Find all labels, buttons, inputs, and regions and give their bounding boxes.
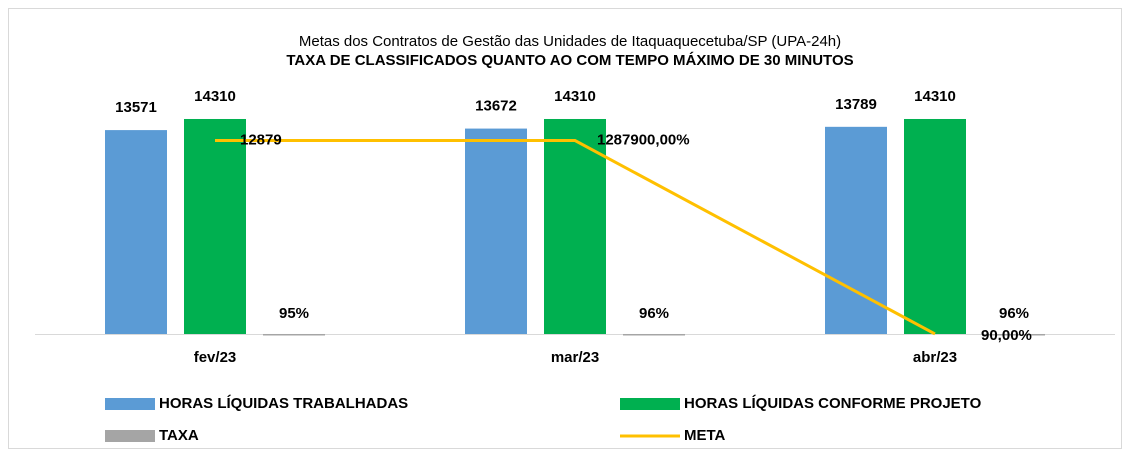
data-label: 1287900,00% — [597, 131, 690, 148]
bar — [184, 118, 246, 334]
legend-swatch — [105, 398, 155, 410]
data-label: 14310 — [914, 88, 956, 105]
legend-label: META — [684, 427, 726, 444]
data-label: 14310 — [554, 88, 596, 105]
data-label: 13789 — [835, 96, 877, 113]
legend-swatch — [105, 430, 155, 442]
bar — [465, 128, 527, 334]
legend-swatch — [620, 398, 680, 410]
x-tick-label: abr/23 — [913, 349, 957, 366]
data-label: 95% — [279, 305, 309, 322]
data-label: 13571 — [115, 99, 157, 116]
chart-subtitle: TAXA DE CLASSIFICADOS QUANTO AO COM TEMP… — [286, 52, 853, 69]
bar — [544, 118, 606, 334]
bar — [263, 333, 325, 336]
bar — [825, 126, 887, 334]
legend-label: TAXA — [159, 427, 199, 444]
data-label: 12879 — [240, 131, 282, 148]
data-label: 96% — [999, 305, 1029, 322]
bar — [983, 333, 1045, 336]
legend-label: HORAS LÍQUIDAS CONFORME PROJETO — [684, 395, 982, 412]
bar — [105, 130, 167, 334]
data-label: 14310 — [194, 88, 236, 105]
legend-label: HORAS LÍQUIDAS TRABALHADAS — [159, 395, 408, 412]
bar — [904, 118, 966, 334]
x-tick-label: mar/23 — [551, 349, 599, 366]
data-label: 13672 — [475, 98, 517, 115]
data-label: 90,00% — [981, 327, 1032, 344]
line — [215, 138, 936, 336]
bar — [623, 333, 685, 336]
x-tick-label: fev/23 — [194, 349, 237, 366]
data-label: 96% — [639, 305, 669, 322]
chart-title: Metas dos Contratos de Gestão das Unidad… — [299, 33, 841, 50]
